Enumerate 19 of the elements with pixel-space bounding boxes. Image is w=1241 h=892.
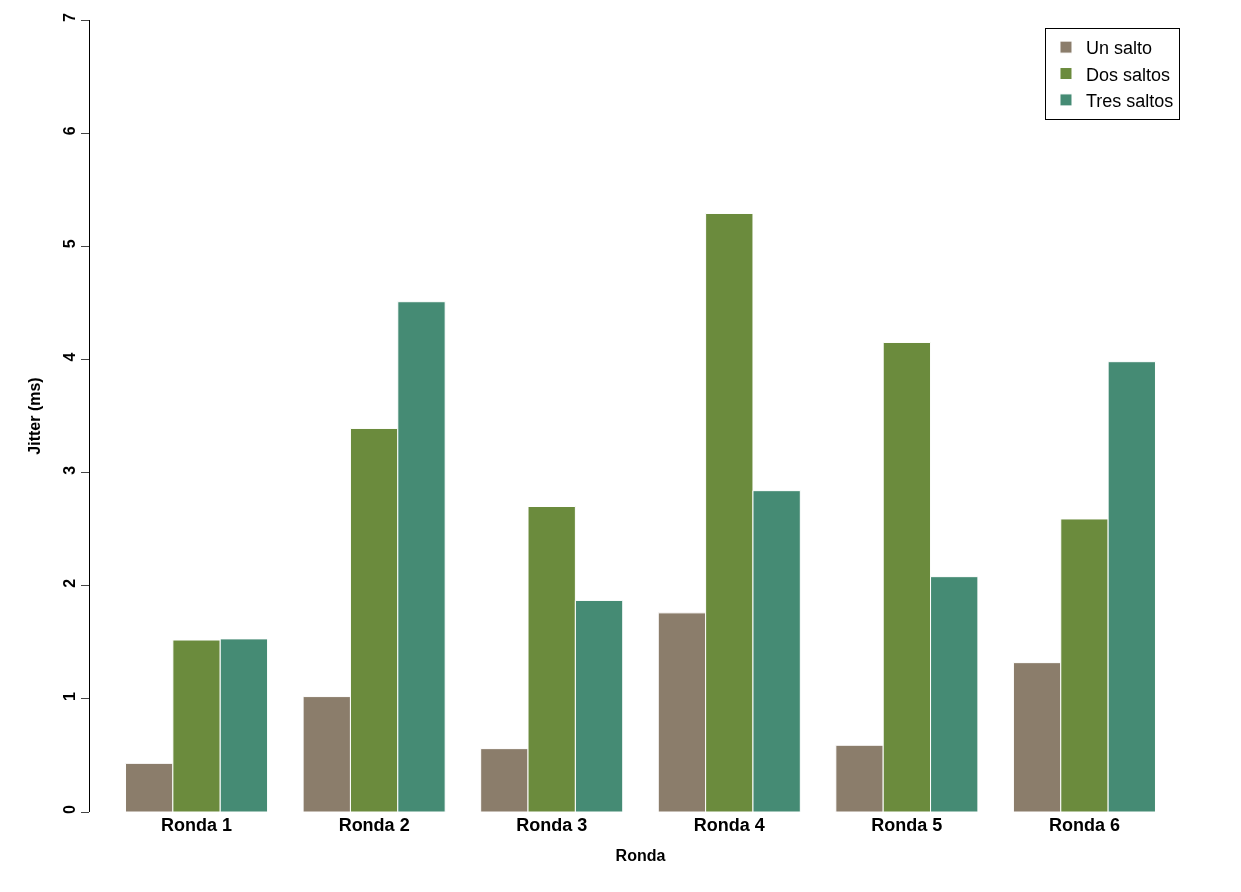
x-tick-label: Ronda 1 [161,815,233,835]
y-tick-label: 6 [60,126,78,136]
y-tick-label: 5 [60,239,78,249]
y-tick-label: 3 [60,465,78,475]
y-tick-label: 1 [60,691,78,701]
x-tick-label: Ronda 2 [338,815,410,835]
x-tick-label: Ronda 6 [1048,815,1120,835]
legend-label: Dos saltos [1085,64,1171,85]
x-tick-label: Ronda 5 [871,815,943,835]
y-tick-label: 7 [60,13,78,23]
legend-label: Un salto [1085,38,1153,59]
y-tick-label: 4 [60,352,78,362]
y-tick-label: 0 [60,805,78,815]
legend-label: Tres saltos [1085,90,1174,111]
y-tick-label: 2 [60,578,78,588]
y-axis-title: Jitter (ms) [26,377,44,455]
x-tick-label: Ronda 3 [516,815,588,835]
x-tick-label: Ronda 4 [693,815,765,835]
x-axis-title: Ronda [615,846,666,864]
